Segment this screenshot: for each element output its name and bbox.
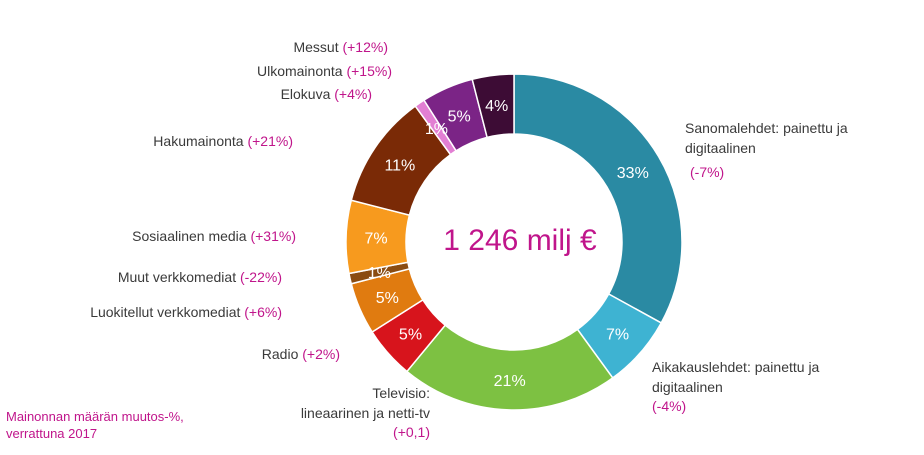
category-label-sosiaalinen-media: Sosiaalinen media (+31%) (132, 228, 296, 244)
value-label-aikakauslehdet-painettu-ja-digitaalinen: 7% (606, 326, 629, 343)
category-label-sanomalehdet-painettu-ja-digitaalinen: Sanomalehdet: painettu ja digitaalinen (685, 120, 848, 156)
value-label-sosiaalinen-media: 7% (365, 231, 388, 248)
category-label-luokitellut-verkkomediat: Luokitellut verkkomediat (+6%) (90, 304, 282, 320)
value-label-sanomalehdet-painettu-ja-digitaalinen: 33% (617, 165, 649, 182)
category-label-muut-verkkomediat: Muut verkkomediat (-22%) (118, 269, 282, 285)
slice-messut (471, 73, 515, 139)
change-label-aikakauslehdet-painettu-ja-digitaalinen: (-4%) (652, 398, 686, 414)
category-label-televisio-lineaarinen-ja-netti-tv: Televisio: lineaarinen ja netti-tv (301, 385, 430, 421)
footnote: Mainonnan määrän muutos-%, verrattuna 20… (6, 408, 266, 442)
value-label-ulkomainonta: 5% (448, 108, 471, 125)
category-label-radio: Radio (+2%) (262, 346, 340, 362)
value-label-elokuva: 1% (425, 121, 448, 138)
value-label-luokitellut-verkkomediat: 5% (376, 290, 399, 307)
value-label-hakumainonta: 11% (384, 157, 415, 174)
change-label-sanomalehdet-painettu-ja-digitaalinen: (-7%) (690, 164, 724, 180)
value-label-muut-verkkomediat: 1% (368, 265, 391, 282)
change-label-televisio-lineaarinen-ja-netti-tv: (+0,1) (393, 424, 430, 440)
category-label-messut: Messut (+12%) (293, 39, 388, 55)
value-label-televisio-lineaarinen-ja-netti-tv: 21% (494, 373, 526, 390)
slice-sanomalehdet-painettu-ja-digitaalinen (513, 73, 683, 324)
footnote-line-1: Mainonnan määrän muutos-%, (6, 409, 184, 424)
center-total-label: 1 246 milj € (443, 224, 597, 257)
category-label-ulkomainonta: Ulkomainonta (+15%) (257, 63, 392, 79)
category-label-aikakauslehdet-painettu-ja-digitaalinen: Aikakauslehdet: painettu ja digitaalinen (652, 359, 820, 395)
value-label-messut: 4% (485, 98, 508, 115)
category-label-hakumainonta: Hakumainonta (+21%) (153, 133, 293, 149)
category-label-elokuva: Elokuva (+4%) (281, 86, 372, 102)
slice-televisio-lineaarinen-ja-netti-tv (405, 324, 614, 411)
value-label-radio: 5% (399, 326, 422, 343)
footnote-line-2: verrattuna 2017 (6, 426, 98, 441)
